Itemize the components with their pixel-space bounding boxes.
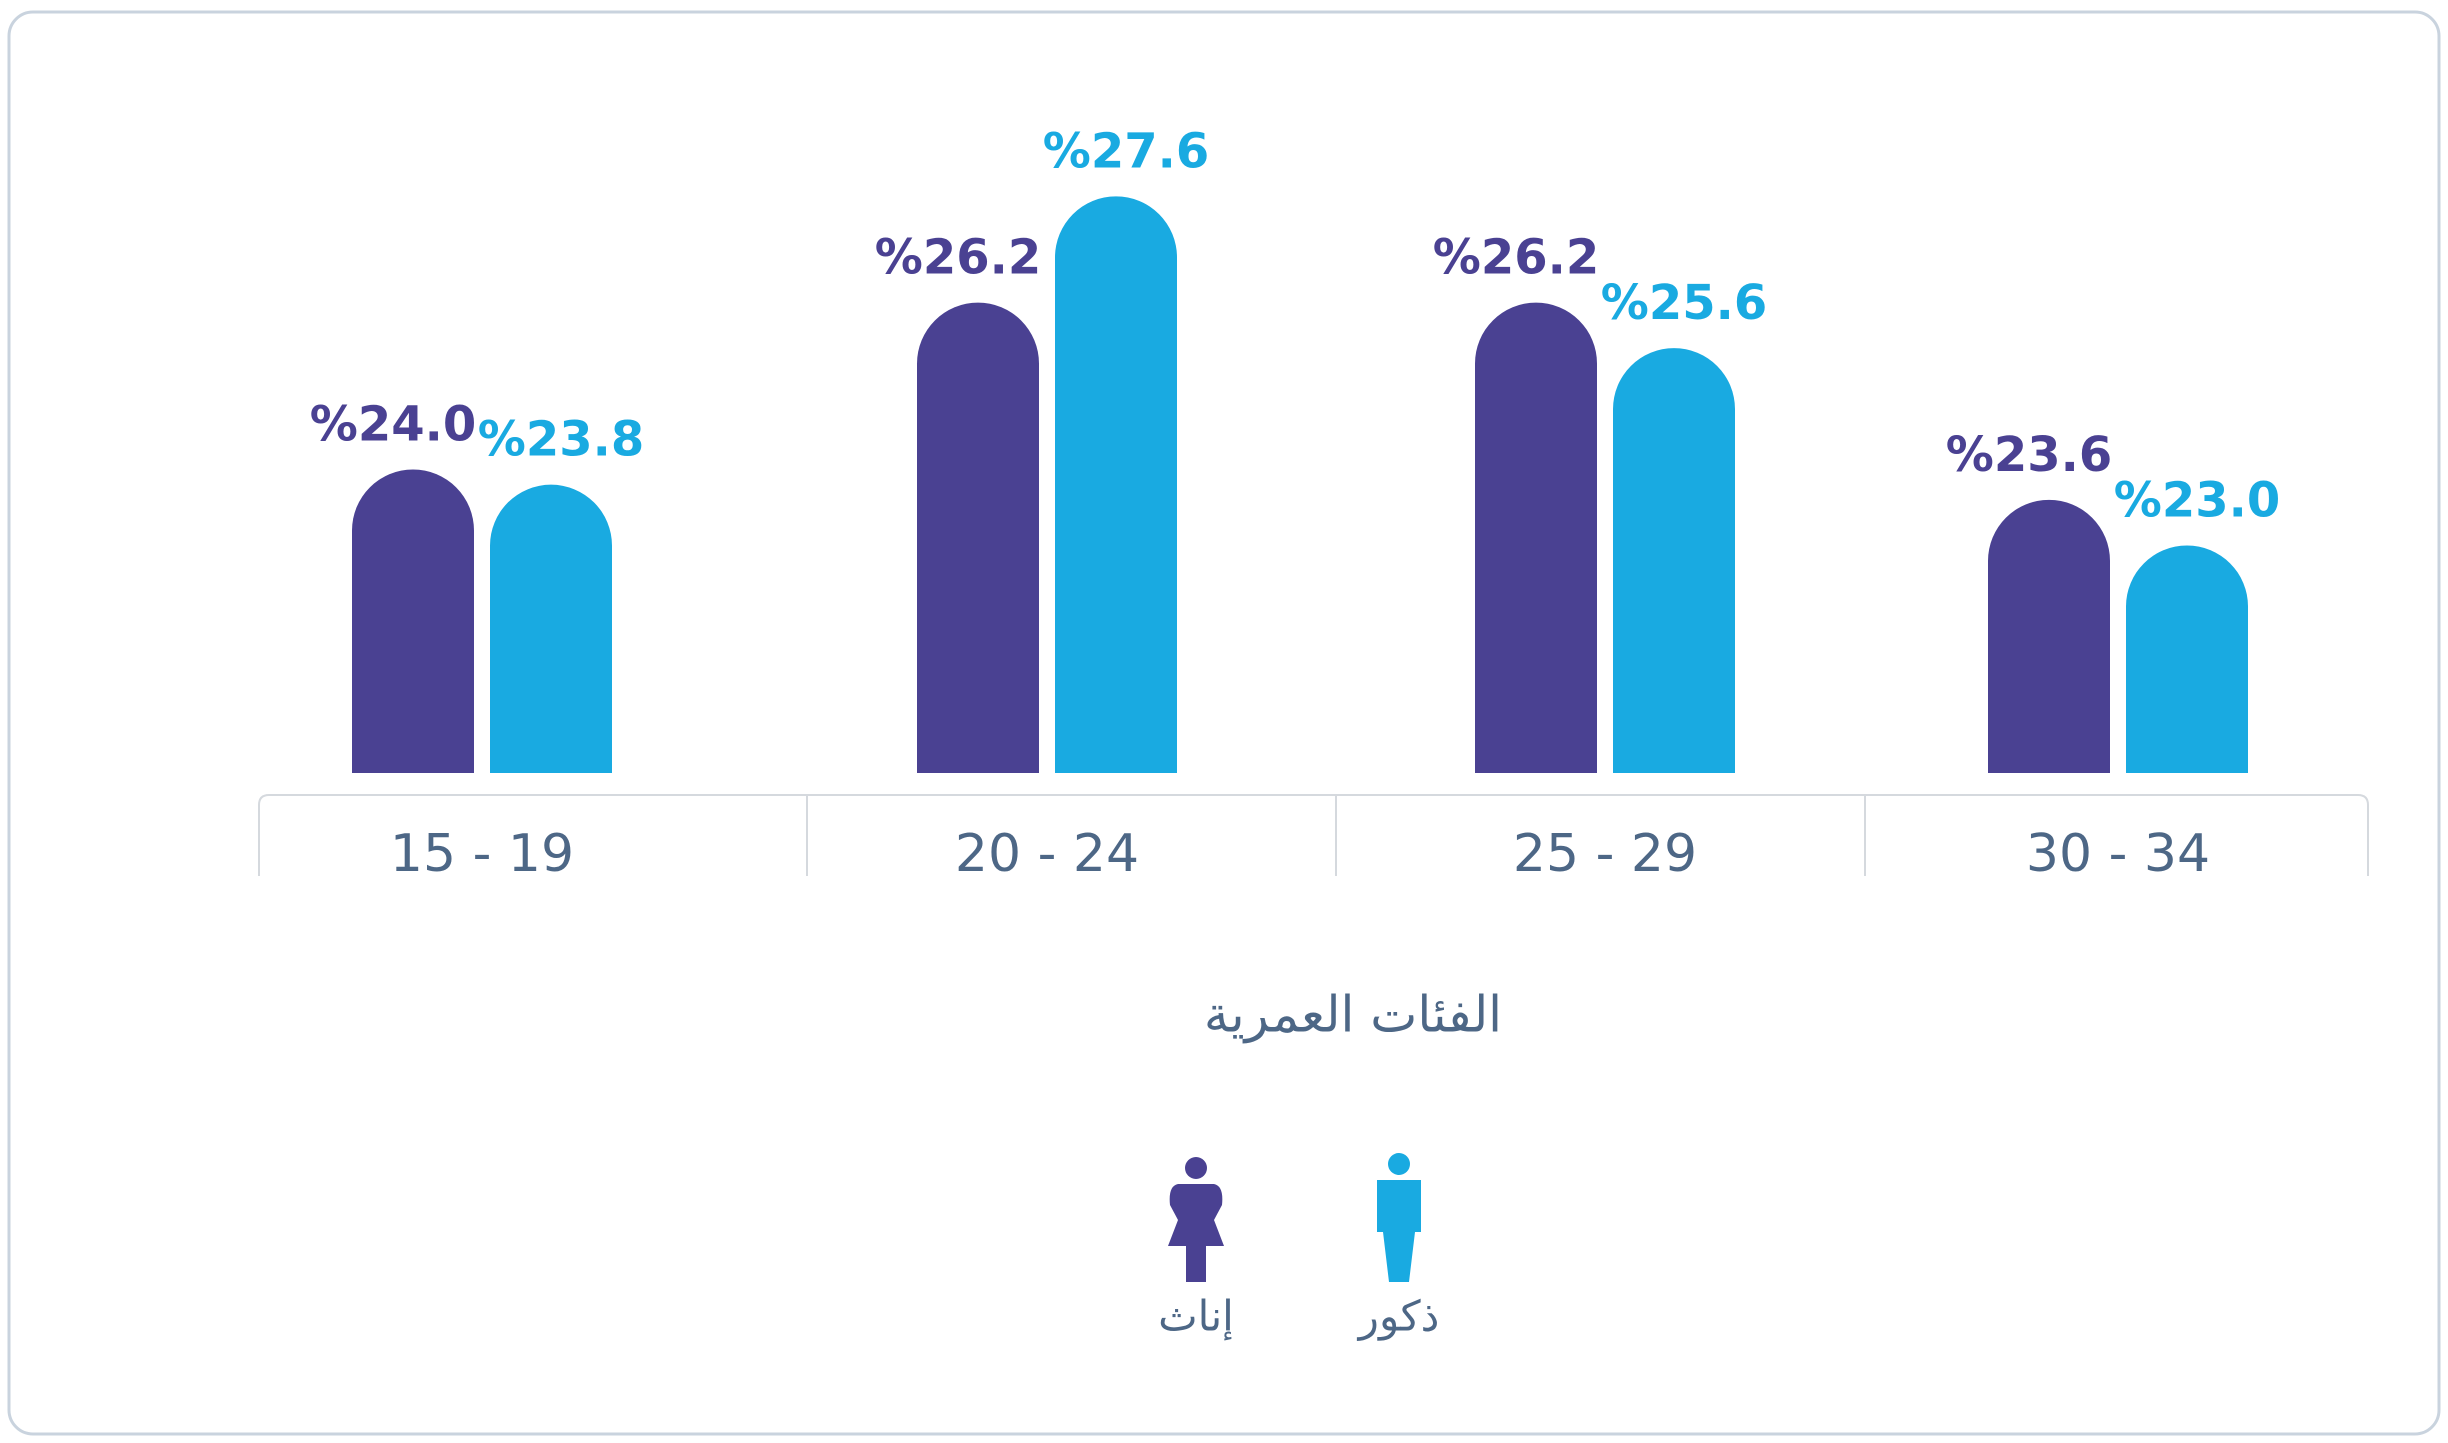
value-label: %27.6 — [1043, 123, 1210, 179]
value-label: %26.2 — [1433, 230, 1600, 286]
x-axis-title: الفئات العمرية — [1204, 986, 1502, 1044]
x-tick-label: 25 - 29 — [1513, 824, 1697, 884]
legend-item: إناث — [1158, 1157, 1234, 1342]
bar — [1055, 196, 1177, 774]
legend-item: ذكور — [1357, 1153, 1440, 1341]
card — [7, 10, 2441, 1436]
bar — [1988, 499, 2110, 773]
legend-icon — [1168, 1184, 1224, 1282]
legend-icon — [1388, 1153, 1410, 1175]
bar — [352, 469, 474, 773]
bar — [1613, 348, 1735, 773]
legend-icon — [1185, 1157, 1207, 1179]
bar — [2126, 545, 2248, 773]
bar — [917, 302, 1039, 773]
legend-icon — [1377, 1180, 1421, 1282]
value-label: %23.8 — [478, 412, 645, 468]
value-label: %24.0 — [310, 397, 477, 453]
legend-label: ذكور — [1357, 1292, 1440, 1341]
x-tick-label: 20 - 24 — [955, 824, 1139, 884]
x-tick-label: 30 - 34 — [2026, 824, 2210, 884]
bar — [1475, 302, 1597, 773]
value-label: %23.6 — [1946, 427, 2113, 483]
value-label: %25.6 — [1601, 275, 1768, 331]
axis-box — [258, 794, 2369, 876]
value-label: %23.0 — [2114, 472, 2281, 528]
bar — [490, 484, 612, 773]
legend-label: إناث — [1158, 1292, 1234, 1342]
x-tick-label: 15 - 19 — [390, 824, 574, 884]
value-label: %26.2 — [875, 230, 1042, 286]
